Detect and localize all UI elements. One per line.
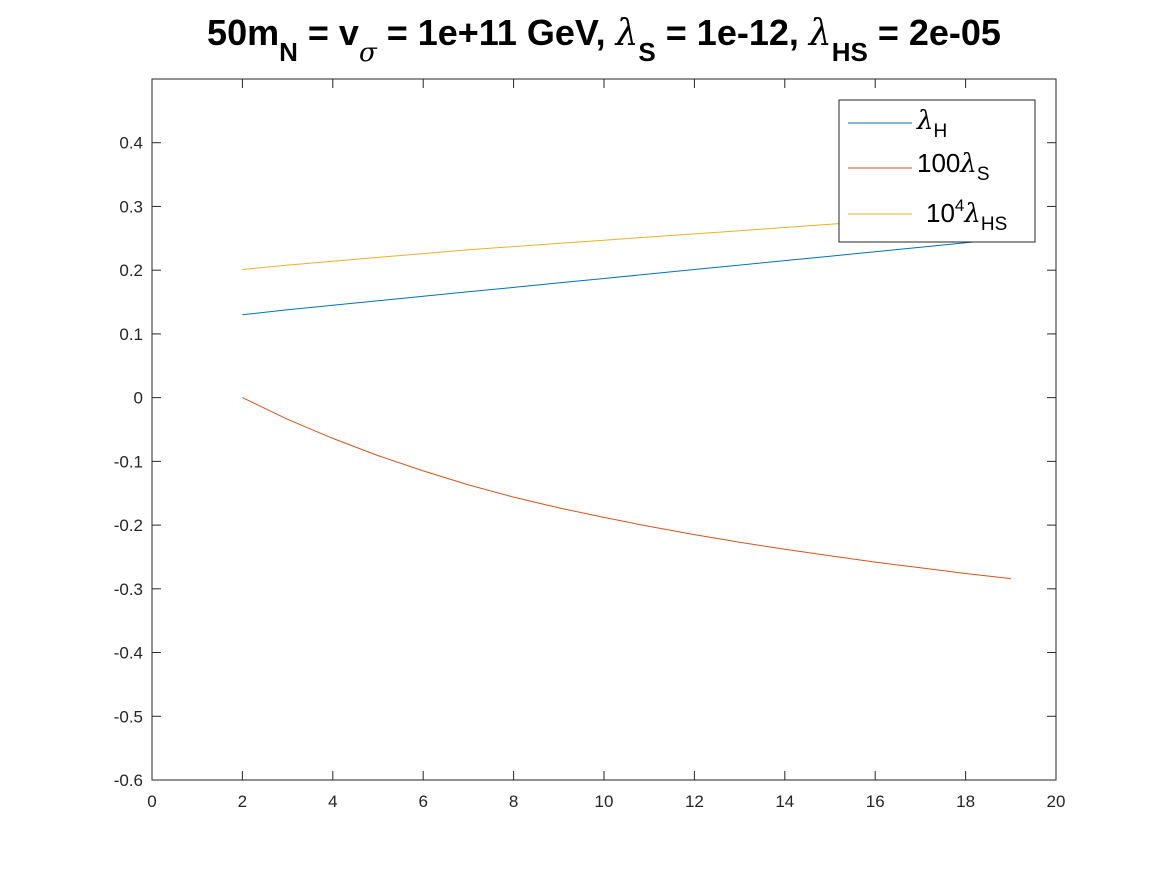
y-tick-label: -0.5	[114, 707, 143, 726]
y-tick-label: -0.6	[114, 771, 143, 790]
chart-title: 50mN = vσ = 1e+11 GeV, λS = 1e-12, λHS =…	[207, 12, 1001, 68]
series-line-lambda-h	[242, 237, 1011, 316]
x-axis-tick-labels: 0 2 4 6 8 10 12 14 16 18 20	[147, 792, 1065, 811]
y-tick-label: 0	[134, 389, 143, 408]
title-sub-hs: HS	[832, 37, 868, 67]
title-sub-n: N	[279, 37, 298, 67]
y-axis-tick-labels: -0.6 -0.5 -0.4 -0.3 -0.2 -0.1 0 0.1 0.2 0.3 0.4	[114, 134, 143, 790]
y-tick-label: -0.1	[114, 452, 143, 471]
title-part-1: 50m	[207, 12, 279, 53]
title-sub-s: S	[638, 37, 655, 67]
title-lambda-s: λ	[614, 13, 639, 54]
y-tick-label: 0.2	[119, 261, 143, 280]
title-lambda-hs: λ	[807, 13, 832, 54]
x-tick-label: 14	[775, 792, 794, 811]
x-tick-label: 2	[238, 792, 247, 811]
axis-ticks	[151, 79, 1057, 781]
legend-box	[838, 99, 1036, 243]
y-tick-label: -0.2	[114, 516, 143, 535]
x-tick-label: 18	[956, 792, 975, 811]
legend: λH 100λS 104λHS	[838, 99, 1036, 243]
legend-label-100-lambda-s: 100λS	[917, 148, 990, 185]
title-part-7: = 2e-05	[868, 12, 1001, 53]
y-tick-label: -0.4	[114, 644, 143, 663]
y-tick-label: 0.1	[119, 325, 143, 344]
x-tick-label: 8	[509, 792, 518, 811]
y-tick-label: 0.4	[119, 134, 143, 153]
x-tick-label: 12	[685, 792, 704, 811]
legend-label-lambda-h: λH	[916, 106, 947, 142]
x-tick-label: 20	[1047, 792, 1066, 811]
x-tick-label: 10	[595, 792, 614, 811]
y-tick-label: 0.3	[119, 197, 143, 216]
title-part-2: = v	[298, 12, 359, 53]
x-tick-label: 0	[147, 792, 156, 811]
legend-label-10-4-lambda-hs: 104λHS	[926, 196, 1007, 235]
series-line-100-lambda-s	[242, 397, 1011, 580]
y-tick-label: -0.3	[114, 580, 143, 599]
title-part-3: = 1e+11 GeV,	[377, 12, 616, 53]
x-tick-label: 4	[328, 792, 337, 811]
title-sub-sigma: σ	[359, 38, 378, 68]
x-tick-label: 16	[866, 792, 885, 811]
title-part-5: = 1e-12,	[656, 12, 809, 53]
x-tick-label: 6	[418, 792, 427, 811]
